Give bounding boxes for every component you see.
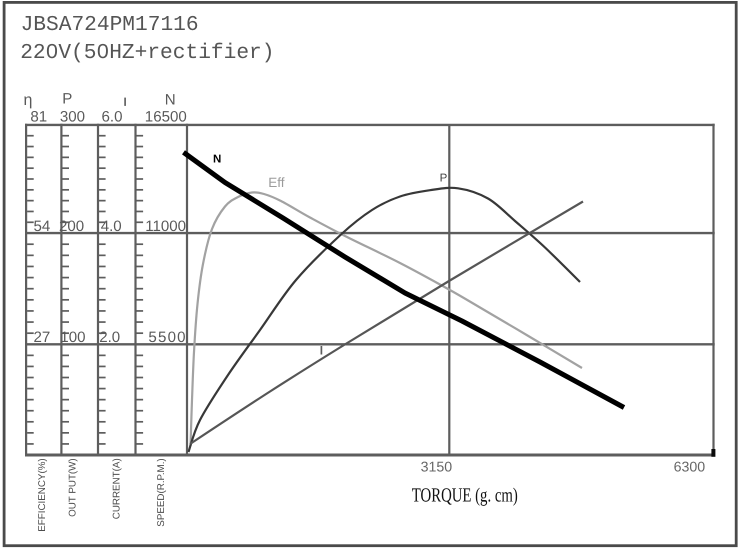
- svg-text:EFFICIENCY(%): EFFICIENCY(%): [37, 458, 48, 531]
- svg-text:16500: 16500: [145, 109, 187, 126]
- svg-text:54: 54: [34, 218, 51, 235]
- svg-text:6300: 6300: [674, 459, 706, 475]
- svg-text:P: P: [440, 172, 448, 184]
- svg-text:11000: 11000: [145, 218, 186, 235]
- svg-text:N: N: [213, 153, 221, 165]
- svg-text:27: 27: [34, 329, 51, 346]
- svg-text:OUT PUT(W): OUT PUT(W): [68, 458, 79, 517]
- svg-text:4.0: 4.0: [101, 218, 122, 235]
- svg-text:300: 300: [60, 109, 85, 126]
- svg-text:100: 100: [60, 329, 85, 346]
- svg-text:81: 81: [30, 109, 47, 126]
- svg-text:P: P: [62, 91, 72, 108]
- svg-text:TORQUE (g. cm): TORQUE (g. cm): [412, 485, 518, 507]
- svg-text:JBSA724PM17116: JBSA724PM17116: [21, 13, 199, 37]
- svg-text:220V(50HZ+rectifier): 220V(50HZ+rectifier): [20, 41, 274, 65]
- svg-text:5500: 5500: [148, 329, 186, 346]
- svg-text:SPEED(R.P.M.): SPEED(R.P.M.): [156, 458, 167, 526]
- svg-text:3150: 3150: [421, 459, 453, 475]
- svg-text:CURRENT(A): CURRENT(A): [111, 458, 122, 519]
- svg-text:200: 200: [59, 218, 84, 235]
- svg-text:N: N: [165, 92, 176, 109]
- svg-text:η: η: [24, 92, 33, 109]
- svg-text:Eff: Eff: [268, 175, 285, 190]
- svg-text:6.0: 6.0: [102, 109, 123, 126]
- svg-text:2.0: 2.0: [99, 329, 120, 346]
